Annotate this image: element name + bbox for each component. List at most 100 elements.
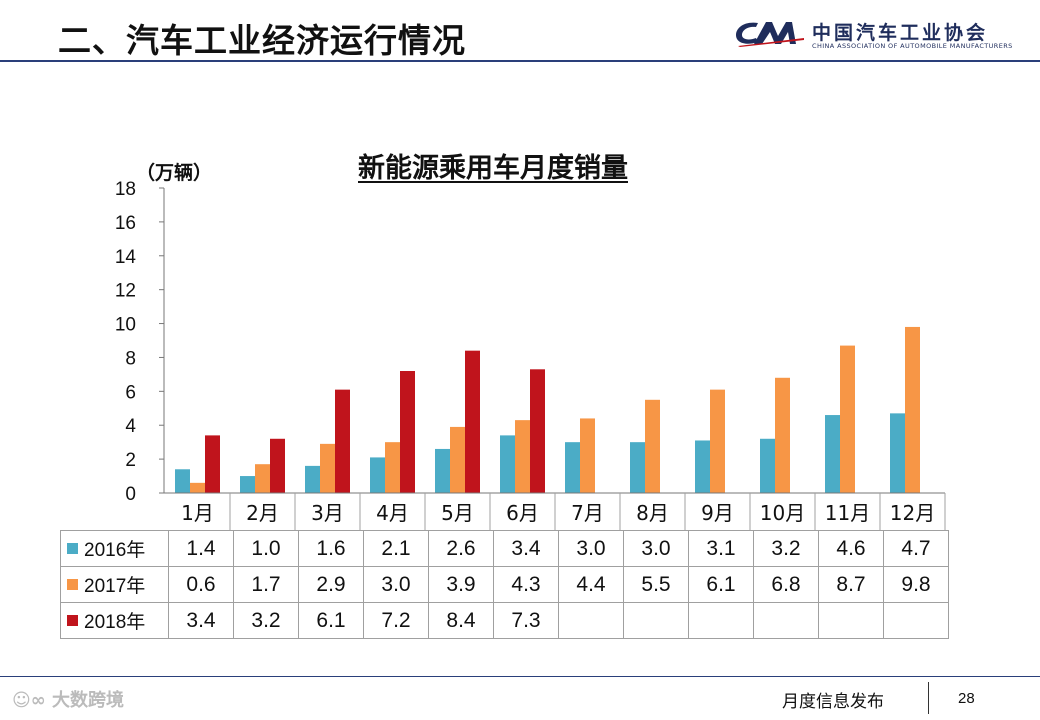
bar-2016年-6月 [500, 435, 515, 493]
bar-2016年-1月 [175, 469, 190, 493]
data-label: 6.1 [688, 566, 754, 603]
data-label: 8.7 [818, 566, 884, 603]
legend-label: 2018年 [84, 612, 146, 633]
y-tick-label: 6 [125, 382, 136, 403]
data-label: 8.4 [428, 602, 494, 639]
page-number: 28 [958, 690, 975, 707]
data-table: 2016年 1.4 1.0 1.6 2.1 2.6 3.4 3.0 3.0 3.1 3.2 4.6 4.… [60, 530, 949, 639]
data-label: 3.2 [753, 530, 819, 567]
footer-label: 月度信息发布 [782, 692, 884, 712]
data-label [623, 602, 689, 639]
data-label: 4.3 [493, 566, 559, 603]
y-tick-label: 10 [115, 315, 136, 336]
legend-label: 2016年 [84, 540, 146, 561]
data-label: 5.5 [623, 566, 689, 603]
data-label: 3.9 [428, 566, 494, 603]
table-row: 2016年 1.4 1.0 1.6 2.1 2.6 3.4 3.0 3.0 3.1 3.2 4.6 4.… [60, 530, 949, 567]
bar-2016年-11月 [825, 415, 840, 493]
x-tick-label: 7月 [571, 501, 604, 525]
y-tick-label: 2 [125, 450, 136, 471]
watermark-logo-icon: ☺∞ [12, 690, 53, 711]
data-label [688, 602, 754, 639]
y-axis-unit-label: （万辆） [136, 162, 213, 184]
x-tick-label: 5月 [441, 501, 474, 525]
legend-swatch [67, 543, 78, 555]
legend-entry: 2018年 [60, 602, 169, 639]
data-label: 4.4 [558, 566, 624, 603]
y-tick-label: 8 [125, 348, 136, 369]
data-label: 4.6 [818, 530, 884, 567]
bar-2017年-11月 [840, 345, 855, 493]
bar-chart: 0 2 4 6 8 10 12 14 16 18 1月 2月 3月 4月 5月 6月 7月 8月 9月 10月 11月 1… [115, 179, 946, 530]
bar-2016年-2月 [240, 476, 255, 493]
bar-2016年-8月 [630, 442, 645, 493]
x-tick-label: 12月 [890, 501, 935, 525]
bar-2017年-9月 [710, 389, 725, 493]
x-tick-label: 9月 [701, 501, 734, 525]
bar-2018年-1月 [205, 435, 220, 493]
data-label: 3.1 [688, 530, 754, 567]
y-tick-label: 12 [115, 281, 136, 302]
data-label: 1.7 [233, 566, 299, 603]
bar-2017年-5月 [450, 426, 465, 493]
bar-2017年-3月 [320, 443, 335, 493]
cam-logo-icon [736, 22, 804, 47]
data-label: 3.4 [168, 602, 234, 639]
data-label: 3.4 [493, 530, 559, 567]
data-label: 1.0 [233, 530, 299, 567]
footer-divider [0, 676, 1040, 677]
data-label: 3.2 [233, 602, 299, 639]
bar-2016年-9月 [695, 440, 710, 493]
data-label: 7.3 [493, 602, 559, 639]
table-row: 2018年 3.4 3.2 6.1 7.2 8.4 7.3 [60, 602, 949, 639]
logo-chinese-name: 中国汽车工业协会 [812, 22, 989, 44]
table-row: 2017年 0.6 1.7 2.9 3.0 3.9 4.3 4.4 5.5 6.1 6.8 8.7 9.… [60, 566, 949, 603]
legend-swatch [67, 615, 78, 627]
data-label: 1.6 [298, 530, 364, 567]
watermark: ☺∞ 大数跨境 [12, 686, 124, 712]
bar-2017年-7月 [580, 418, 595, 493]
slide-title: 二、汽车工业经济运行情况 [58, 21, 466, 60]
x-tick-label: 1月 [181, 501, 214, 525]
bar-2018年-4月 [400, 371, 415, 493]
data-label: 6.8 [753, 566, 819, 603]
bar-2018年-3月 [335, 389, 350, 493]
legend-entry: 2016年 [60, 530, 169, 567]
bar-2016年-3月 [305, 465, 320, 493]
x-tick-label: 4月 [376, 501, 409, 525]
title-divider [0, 60, 1040, 62]
x-tick-label: 11月 [825, 501, 870, 525]
logo: 中国汽车工业协会 CHINA ASSOCIATION OF AUTOMOBILE… [734, 18, 1012, 54]
x-tick-label: 2月 [246, 501, 279, 525]
data-label [883, 602, 949, 639]
footer-separator [928, 682, 929, 714]
bar-2017年-12月 [905, 326, 920, 493]
bar-2018年-2月 [270, 438, 285, 493]
chart-title: 新能源乘用车月度销量 [358, 153, 628, 184]
x-tick-label: 3月 [311, 501, 344, 525]
logo-english-name: CHINA ASSOCIATION OF AUTOMOBILE MANUFACT… [812, 42, 1013, 50]
data-label: 7.2 [363, 602, 429, 639]
data-label: 9.8 [883, 566, 949, 603]
legend-entry: 2017年 [60, 566, 169, 603]
bar-2016年-7月 [565, 442, 580, 493]
x-tick-label: 8月 [636, 501, 669, 525]
bar-2016年-5月 [435, 448, 450, 493]
bar-2017年-8月 [645, 399, 660, 493]
watermark-text: 大数跨境 [52, 690, 125, 711]
y-tick-label: 4 [125, 416, 136, 437]
legend-swatch [67, 579, 78, 591]
data-label: 4.7 [883, 530, 949, 567]
x-tick-label: 10月 [760, 501, 805, 525]
bar-2017年-4月 [385, 442, 400, 493]
bar-2018年-6月 [530, 369, 545, 493]
data-label: 3.0 [623, 530, 689, 567]
data-label: 3.0 [558, 530, 624, 567]
data-label: 1.4 [168, 530, 234, 567]
data-label [558, 602, 624, 639]
data-label: 3.0 [363, 566, 429, 603]
bar-2017年-10月 [775, 377, 790, 493]
data-label: 2.9 [298, 566, 364, 603]
bar-2017年-2月 [255, 464, 270, 493]
y-tick-label: 18 [115, 179, 136, 200]
